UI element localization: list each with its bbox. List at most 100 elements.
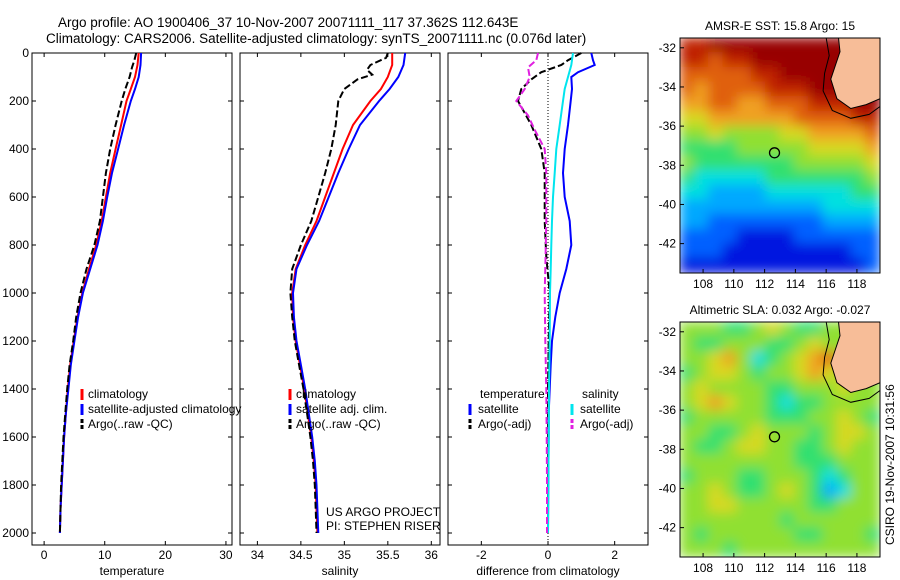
sst-cell <box>736 52 752 68</box>
sst-cell <box>779 228 795 245</box>
sla-cell <box>793 439 810 455</box>
sst-cell <box>722 199 738 215</box>
sst-cell <box>693 140 710 156</box>
sla-cell <box>708 483 724 499</box>
sla-cell <box>793 483 810 499</box>
sst-cell <box>722 52 738 68</box>
sst-cell <box>693 38 710 54</box>
sla-cell <box>750 380 767 396</box>
sst-cell <box>750 228 767 245</box>
sst-map-ytick-label: -32 <box>659 41 677 55</box>
sla-cell <box>750 336 767 352</box>
salinity-series-line-2 <box>291 52 407 534</box>
sst-cell <box>736 199 752 215</box>
sla-cell <box>865 424 880 440</box>
sst-cell <box>722 81 738 98</box>
sst-cell <box>708 199 724 215</box>
sla-cell <box>680 394 695 411</box>
sla-map-ytick-label: -40 <box>659 481 677 495</box>
sla-cell <box>765 380 781 396</box>
sla-map-ytick-label: -34 <box>659 364 677 378</box>
project-annotation-line: PI: STEPHEN RISER <box>326 519 441 533</box>
sst-cell <box>779 52 795 68</box>
sla-cell <box>793 336 810 352</box>
temperature-axes-frame <box>31 52 233 546</box>
sla-cell <box>722 497 738 514</box>
sla-cell <box>765 541 781 557</box>
sst-cell <box>750 52 767 68</box>
sla-cell <box>808 409 824 426</box>
sla-cell <box>822 468 838 485</box>
sst-cell <box>708 169 724 186</box>
sla-cell <box>693 336 710 352</box>
temperature-xtick-label: 10 <box>98 548 112 562</box>
sst-cell <box>708 125 724 142</box>
sla-cell <box>722 336 738 352</box>
temperature-ytick-label: 1200 <box>2 334 29 348</box>
sst-cell <box>808 81 824 98</box>
sla-cell <box>836 541 852 557</box>
sla-map-panel: 108 110 112 114 116 118 -32 -34 -36 -38 -40 -42 Alti… <box>659 303 881 575</box>
sst-cell <box>750 66 767 83</box>
sst-cell <box>779 66 795 83</box>
sst-cell <box>793 213 810 230</box>
sst-cell <box>693 81 710 98</box>
sla-cell <box>708 409 724 426</box>
sst-cell <box>693 96 710 112</box>
sla-cell <box>836 512 852 529</box>
sst-cell <box>708 257 724 273</box>
sla-cell <box>708 497 724 514</box>
sla-cell <box>722 527 738 543</box>
sst-cell <box>779 81 795 98</box>
sla-cell <box>822 322 838 338</box>
sla-cell <box>680 468 695 485</box>
sla-cell <box>822 380 838 396</box>
temperature-xtick-label: 30 <box>219 548 233 562</box>
sst-cell <box>680 96 695 112</box>
sst-cell <box>708 66 724 83</box>
sst-cell <box>750 169 767 186</box>
sla-cell <box>693 394 710 411</box>
sla-cell <box>765 336 781 352</box>
sla-cell <box>693 365 710 382</box>
sst-cell <box>836 257 852 273</box>
sla-cell <box>808 497 824 514</box>
sla-cell <box>822 394 838 411</box>
sst-cell <box>822 110 838 127</box>
sst-map-xtick-label: 112 <box>755 277 774 291</box>
sst-cell <box>779 38 795 54</box>
sst-cell <box>693 169 710 186</box>
sst-cell <box>680 140 695 156</box>
sla-map-frame <box>679 321 881 558</box>
sst-cell <box>722 243 738 259</box>
sla-cell <box>750 394 767 411</box>
sla-cell <box>736 394 752 411</box>
sla-cell <box>865 409 880 426</box>
sst-cell <box>680 184 695 201</box>
sla-cell <box>836 394 852 411</box>
sst-cell <box>750 125 767 142</box>
sla-cell <box>779 380 795 396</box>
sst-cell <box>722 257 738 273</box>
sst-cell <box>680 81 695 98</box>
sla-cell <box>836 468 852 485</box>
sla-cell <box>750 322 767 338</box>
difference-series-line-3 <box>547 52 574 534</box>
sla-cell <box>736 468 752 485</box>
salinity-xtick-label: 34.5 <box>289 548 313 562</box>
sla-cell <box>808 527 824 543</box>
sla-cell <box>808 468 824 485</box>
salinity-panel: 34 34.5 35 35.5 36 salinity climatologysatelli… <box>239 52 441 578</box>
sst-cell <box>850 228 867 245</box>
sst-cell <box>793 38 810 54</box>
sst-cell <box>750 110 767 127</box>
sla-cell <box>865 468 880 485</box>
sla-cell <box>808 424 824 440</box>
sst-cell <box>693 155 710 171</box>
sla-cell <box>765 483 781 499</box>
sst-cell <box>736 125 752 142</box>
sst-cell <box>865 243 880 259</box>
salinity-xlabel: salinity <box>322 564 359 578</box>
sst-shelf-contour <box>822 38 880 119</box>
